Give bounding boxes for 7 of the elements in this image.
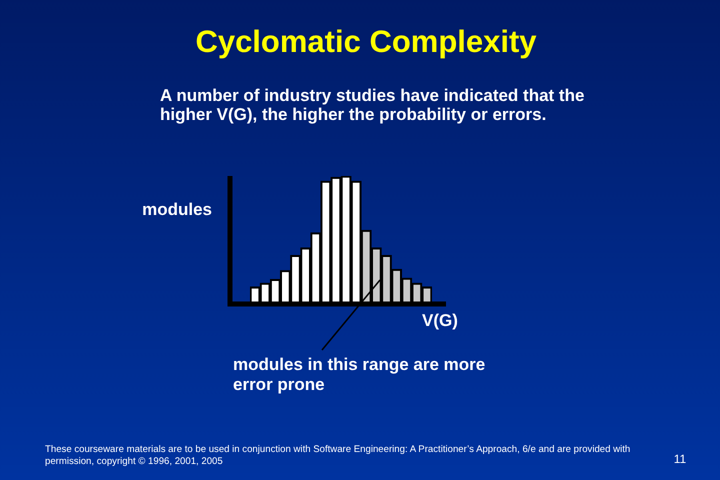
text: These courseware materials are to be used in conjunction with Software Engineering: A Practitioner’s Approach, 6/e and are provided with permission, copyright © 1996, 2001, 2005 [45,444,632,468]
text: 11 [672,452,688,466]
x-axis-title: V(G) [421,311,459,331]
chart-title: Cyclomatic Complexity [194,24,538,60]
chart-subtitle: A number of industry studies have indicated that the higher V(G), the higher the probability or errors. [160,86,586,124]
y-axis-title: modules [141,200,212,220]
text: modules in this range are more error prone [233,355,486,395]
